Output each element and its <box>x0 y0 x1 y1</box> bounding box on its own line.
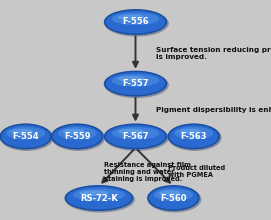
Ellipse shape <box>118 129 144 134</box>
Ellipse shape <box>1 125 50 148</box>
Text: F-559: F-559 <box>64 132 91 141</box>
Ellipse shape <box>104 125 169 151</box>
Ellipse shape <box>154 189 193 201</box>
Ellipse shape <box>112 127 159 139</box>
Ellipse shape <box>104 72 169 98</box>
Ellipse shape <box>118 14 144 20</box>
Ellipse shape <box>79 190 109 196</box>
Ellipse shape <box>147 185 200 211</box>
Text: Surface tension reducing property
is improved.: Surface tension reducing property is imp… <box>156 47 271 60</box>
Text: F-554: F-554 <box>12 132 39 141</box>
Ellipse shape <box>118 76 144 82</box>
Ellipse shape <box>6 127 45 139</box>
Ellipse shape <box>106 125 165 148</box>
Text: Pigment dispersibility is enhanced.: Pigment dispersibility is enhanced. <box>156 107 271 113</box>
Ellipse shape <box>167 123 220 149</box>
Ellipse shape <box>104 123 167 149</box>
Ellipse shape <box>112 13 159 25</box>
Text: F-557: F-557 <box>122 79 149 88</box>
Ellipse shape <box>168 125 222 151</box>
Ellipse shape <box>11 129 33 134</box>
Ellipse shape <box>65 186 135 213</box>
Ellipse shape <box>179 129 201 134</box>
Ellipse shape <box>66 187 131 209</box>
Text: Resistance against film
thinning and water
staining is improved.: Resistance against film thinning and wat… <box>104 162 191 181</box>
Ellipse shape <box>149 187 198 209</box>
Ellipse shape <box>174 127 213 139</box>
Ellipse shape <box>51 123 104 149</box>
Ellipse shape <box>159 190 181 196</box>
Ellipse shape <box>64 185 133 211</box>
Ellipse shape <box>112 74 159 87</box>
Ellipse shape <box>0 125 54 151</box>
Ellipse shape <box>58 127 97 139</box>
Ellipse shape <box>106 11 165 33</box>
Text: F-563: F-563 <box>180 132 207 141</box>
Ellipse shape <box>73 189 125 201</box>
Ellipse shape <box>51 125 105 151</box>
Text: F-560: F-560 <box>160 194 187 202</box>
Ellipse shape <box>53 125 102 148</box>
Text: F-556: F-556 <box>122 18 149 26</box>
Ellipse shape <box>104 10 169 37</box>
Text: F-567: F-567 <box>122 132 149 141</box>
Ellipse shape <box>106 72 165 95</box>
Ellipse shape <box>0 123 52 149</box>
Ellipse shape <box>169 125 218 148</box>
Ellipse shape <box>104 9 167 35</box>
Ellipse shape <box>63 129 85 134</box>
Text: Product diluted
with PGMEA: Product diluted with PGMEA <box>168 165 225 178</box>
Text: RS-72-K: RS-72-K <box>80 194 118 202</box>
Ellipse shape <box>104 71 167 97</box>
Ellipse shape <box>148 186 201 213</box>
